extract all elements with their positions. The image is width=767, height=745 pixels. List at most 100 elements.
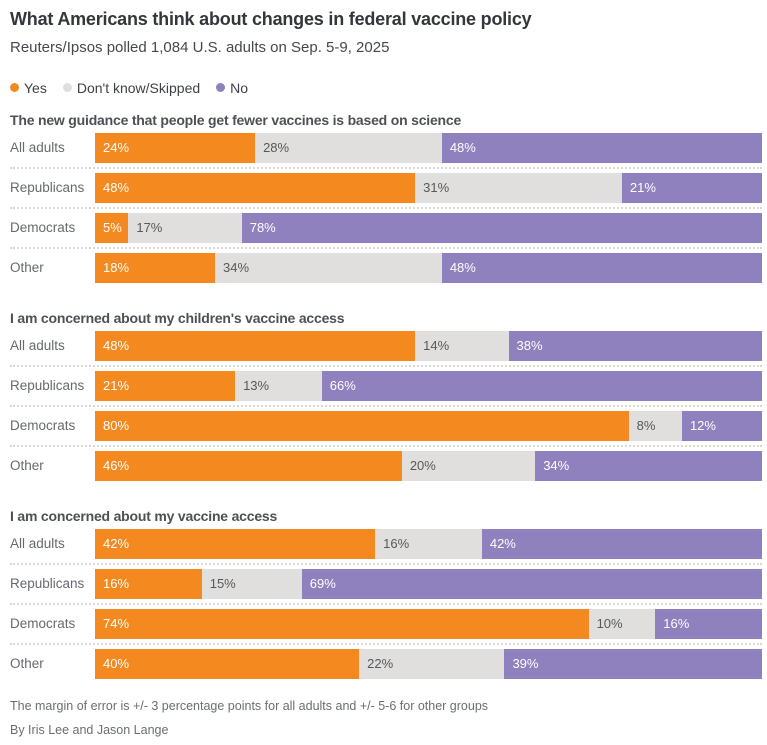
bar-value-label: 48% [449, 140, 476, 156]
bar-row: Republicans 48% 31% 21% [10, 172, 762, 203]
bar-segment-skipped: 34% [215, 252, 442, 283]
bar-value-label: 12% [689, 418, 716, 434]
legend-item-no: No [216, 81, 248, 95]
bar-row: Democrats 74% 10% 16% [10, 608, 762, 639]
row-label: Other [10, 656, 44, 672]
legend-label-yes: Yes [24, 79, 47, 96]
bar-value-label: 74% [103, 616, 130, 632]
row-label: All adults [10, 140, 65, 156]
stacked-bar: 80% 8% 12% [95, 410, 762, 441]
bar-value-label: 66% [329, 378, 356, 394]
chart-section: The new guidance that people get fewer v… [10, 112, 762, 283]
row-divider [10, 562, 762, 565]
bar-value-label: 16% [103, 576, 130, 592]
legend: Yes Don't know/Skipped No [10, 81, 762, 95]
bar-value-label: 42% [489, 536, 516, 552]
bar-row: Republicans 16% 15% 69% [10, 568, 762, 599]
bar-segment-skipped: 31% [415, 172, 622, 203]
bar-segment-no: 38% [508, 330, 762, 361]
bar-value-label: 42% [103, 536, 130, 552]
row-label: Democrats [10, 418, 76, 434]
bar-value-label: 34% [543, 458, 570, 474]
chart-sections: The new guidance that people get fewer v… [10, 112, 762, 679]
stacked-bar: 40% 22% 39% [95, 648, 762, 679]
bar-segment-skipped: 20% [401, 450, 536, 481]
row-label: Republicans [10, 576, 85, 592]
bar-segment-skipped: 22% [359, 648, 505, 679]
bar-segment-no: 66% [321, 370, 762, 401]
bar-segment-no: 48% [441, 252, 762, 283]
bar-row: All adults 42% 16% 42% [10, 528, 762, 559]
bar-segment-no: 39% [504, 648, 762, 679]
row-divider [10, 602, 762, 605]
bar-row: Democrats 5% 17% 78% [10, 212, 762, 243]
bar-value-label: 16% [383, 536, 410, 552]
bar-value-label: 20% [409, 458, 436, 474]
bar-segment-skipped: 14% [415, 330, 509, 361]
stacked-bar: 46% 20% 34% [95, 450, 762, 481]
section-title: I am concerned about my children's vacci… [10, 309, 345, 326]
section-title: I am concerned about my vaccine access [10, 507, 278, 524]
bar-value-label: 40% [103, 656, 130, 672]
bar-segment-yes: 48% [95, 172, 416, 203]
bar-row: Other 46% 20% 34% [10, 450, 762, 481]
bar-segment-yes: 21% [95, 370, 236, 401]
bar-value-label: 39% [512, 656, 539, 672]
bar-value-label: 38% [516, 338, 543, 354]
row-label: Other [10, 458, 44, 474]
row-divider [10, 206, 762, 209]
bar-segment-skipped: 16% [375, 528, 482, 559]
row-divider [10, 166, 762, 169]
bar-value-label: 48% [103, 338, 130, 354]
bar-value-label: 22% [367, 656, 394, 672]
bar-value-label: 28% [263, 140, 290, 156]
stacked-bar: 21% 13% 66% [95, 370, 762, 401]
row-divider [10, 364, 762, 367]
row-divider [10, 642, 762, 645]
bar-segment-no: 48% [441, 132, 762, 163]
bar-segment-skipped: 13% [235, 370, 322, 401]
margin-of-error-note: The margin of error is +/- 3 percentage … [10, 698, 489, 713]
bar-segment-no: 16% [655, 608, 762, 639]
bar-value-label: 69% [309, 576, 336, 592]
row-divider [10, 444, 762, 447]
bar-segment-skipped: 15% [201, 568, 302, 599]
row-label: Republicans [10, 378, 85, 394]
stacked-bar: 16% 15% 69% [95, 568, 762, 599]
bar-value-label: 15% [209, 576, 236, 592]
bar-segment-skipped: 28% [255, 132, 442, 163]
bar-segment-yes: 48% [95, 330, 416, 361]
bar-value-label: 31% [423, 180, 450, 196]
bar-value-label: 14% [423, 338, 450, 354]
bar-segment-no: 21% [621, 172, 762, 203]
row-label: Republicans [10, 180, 85, 196]
bar-segment-yes: 46% [95, 450, 402, 481]
section-title: The new guidance that people get fewer v… [10, 111, 462, 128]
bar-segment-no: 12% [681, 410, 762, 441]
row-label: Other [10, 260, 44, 276]
no-dot-icon [216, 83, 226, 93]
bar-row: Other 40% 22% 39% [10, 648, 762, 679]
legend-label-skipped: Don't know/Skipped [76, 79, 201, 96]
bar-value-label: 17% [136, 220, 163, 236]
bar-row: Republicans 21% 13% 66% [10, 370, 762, 401]
stacked-bar: 48% 31% 21% [95, 172, 762, 203]
bar-segment-yes: 42% [95, 528, 376, 559]
yes-dot-icon [10, 83, 19, 93]
bar-segment-yes: 80% [95, 410, 629, 441]
bar-segment-yes: 40% [95, 648, 360, 679]
stacked-bar: 74% 10% 16% [95, 608, 762, 639]
stacked-bar: 42% 16% 42% [95, 528, 762, 559]
legend-item-yes: Yes [10, 81, 47, 95]
bar-value-label: 80% [103, 418, 130, 434]
bar-row: All adults 24% 28% 48% [10, 132, 762, 163]
bar-segment-skipped: 8% [628, 410, 682, 441]
bar-value-label: 34% [223, 260, 250, 276]
row-label: All adults [10, 338, 65, 354]
bar-segment-yes: 18% [95, 252, 216, 283]
bar-row: Democrats 80% 8% 12% [10, 410, 762, 441]
legend-item-skipped: Don't know/Skipped [62, 79, 201, 96]
bar-value-label: 21% [629, 180, 656, 196]
bar-segment-yes: 24% [95, 132, 256, 163]
